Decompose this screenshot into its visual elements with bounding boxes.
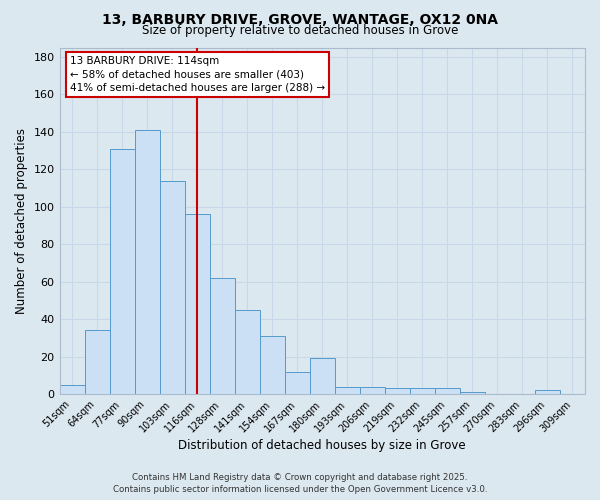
- Text: 13, BARBURY DRIVE, GROVE, WANTAGE, OX12 0NA: 13, BARBURY DRIVE, GROVE, WANTAGE, OX12 …: [102, 12, 498, 26]
- Bar: [260, 336, 285, 394]
- Y-axis label: Number of detached properties: Number of detached properties: [15, 128, 28, 314]
- Bar: [410, 388, 435, 394]
- Bar: [209, 278, 235, 394]
- Bar: [535, 390, 560, 394]
- Bar: [435, 388, 460, 394]
- X-axis label: Distribution of detached houses by size in Grove: Distribution of detached houses by size …: [178, 440, 466, 452]
- Text: 13 BARBURY DRIVE: 114sqm
← 58% of detached houses are smaller (403)
41% of semi-: 13 BARBURY DRIVE: 114sqm ← 58% of detach…: [70, 56, 325, 92]
- Bar: [59, 384, 85, 394]
- Text: Size of property relative to detached houses in Grove: Size of property relative to detached ho…: [142, 24, 458, 37]
- Bar: [335, 386, 360, 394]
- Bar: [285, 372, 310, 394]
- Bar: [85, 330, 110, 394]
- Bar: [134, 130, 160, 394]
- Bar: [360, 386, 385, 394]
- Bar: [185, 214, 209, 394]
- Bar: [235, 310, 260, 394]
- Text: Contains HM Land Registry data © Crown copyright and database right 2025.
Contai: Contains HM Land Registry data © Crown c…: [113, 472, 487, 494]
- Bar: [385, 388, 410, 394]
- Bar: [310, 358, 335, 394]
- Bar: [460, 392, 485, 394]
- Bar: [110, 148, 134, 394]
- Bar: [160, 180, 185, 394]
